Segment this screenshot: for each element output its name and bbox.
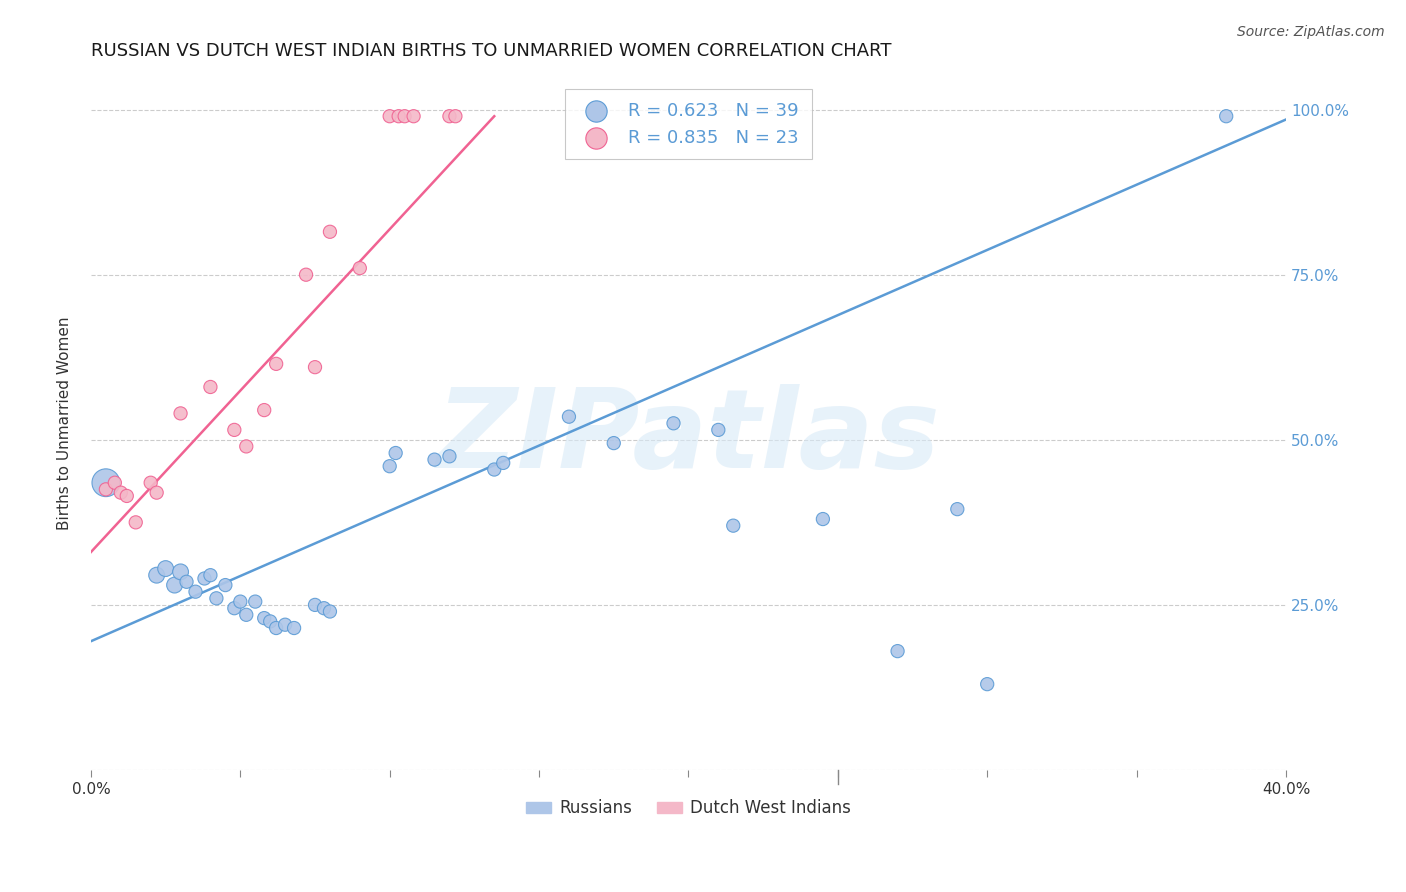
Y-axis label: Births to Unmarried Women: Births to Unmarried Women [58, 317, 72, 530]
Point [145, 568, 167, 582]
Point [312, 601, 335, 615]
Point [304, 598, 326, 612]
Point [253, 403, 276, 417]
Point [200, 380, 222, 394]
Point [295, 268, 318, 282]
Point [492, 456, 515, 470]
Point [253, 611, 276, 625]
Text: RUSSIAN VS DUTCH WEST INDIAN BIRTHS TO UNMARRIED WOMEN CORRELATION CHART: RUSSIAN VS DUTCH WEST INDIAN BIRTHS TO U… [91, 42, 891, 60]
Legend: Russians, Dutch West Indians: Russians, Dutch West Indians [519, 793, 858, 824]
Point [811, 512, 834, 526]
Point [139, 475, 162, 490]
Point [603, 436, 626, 450]
Point [886, 644, 908, 658]
Point [444, 109, 467, 123]
Point [349, 261, 371, 276]
Point [283, 621, 305, 635]
Point [193, 572, 215, 586]
Point [423, 452, 446, 467]
Point [384, 446, 406, 460]
Point [145, 485, 167, 500]
Point [439, 450, 461, 464]
Point [110, 485, 132, 500]
Point [304, 360, 326, 375]
Point [264, 621, 287, 635]
Point [946, 502, 969, 516]
Point [1215, 109, 1237, 123]
Point [125, 516, 148, 530]
Point [235, 439, 257, 453]
Point [558, 409, 581, 424]
Point [394, 109, 416, 123]
Point [259, 615, 281, 629]
Point [245, 594, 267, 608]
Point [707, 423, 730, 437]
Point [176, 574, 198, 589]
Point [205, 591, 228, 606]
Point [94, 483, 117, 497]
Text: ZIPatlas: ZIPatlas [437, 384, 941, 491]
Point [439, 109, 461, 123]
Point [378, 109, 401, 123]
Point [169, 565, 191, 579]
Point [484, 462, 506, 476]
Point [274, 617, 297, 632]
Point [200, 568, 222, 582]
Point [378, 459, 401, 474]
Point [104, 475, 127, 490]
Point [976, 677, 998, 691]
Point [319, 225, 342, 239]
Point [235, 607, 257, 622]
Point [155, 561, 177, 575]
Point [224, 601, 246, 615]
Point [224, 423, 246, 437]
Point [214, 578, 236, 592]
Point [388, 109, 411, 123]
Point [115, 489, 138, 503]
Point [662, 417, 685, 431]
Text: Source: ZipAtlas.com: Source: ZipAtlas.com [1237, 25, 1385, 39]
Point [184, 584, 207, 599]
Point [163, 578, 186, 592]
Point [94, 475, 117, 490]
Point [723, 518, 745, 533]
Point [402, 109, 425, 123]
Point [264, 357, 287, 371]
Point [319, 605, 342, 619]
Point [169, 406, 191, 420]
Point [229, 594, 252, 608]
